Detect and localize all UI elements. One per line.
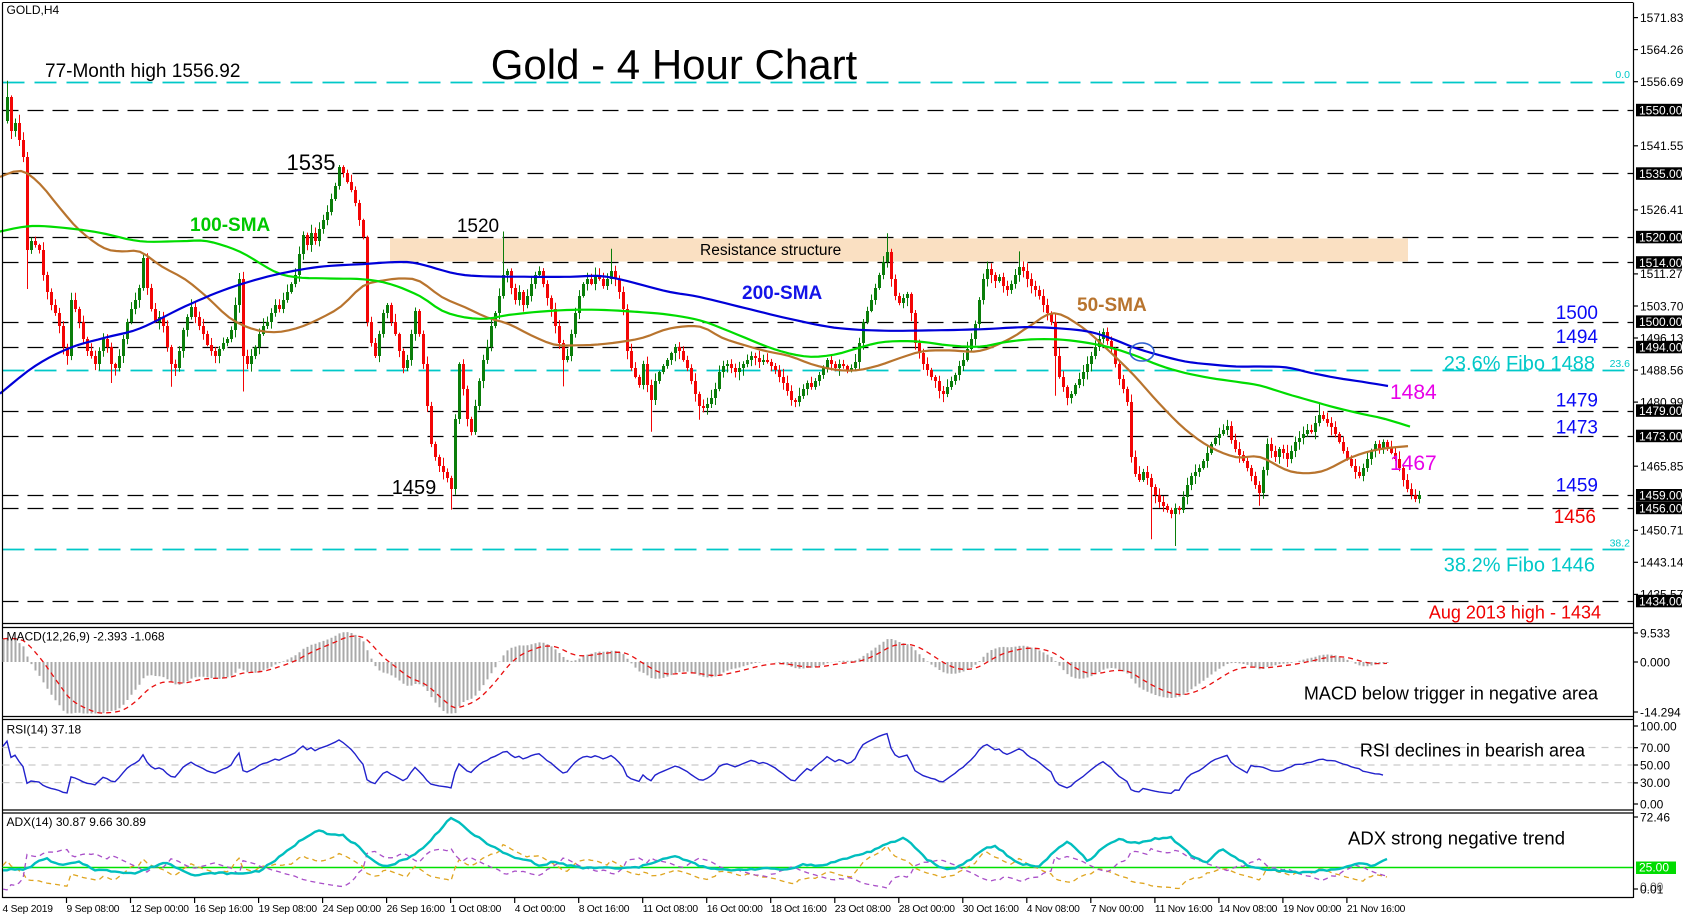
svg-text:7 Nov 00:00: 7 Nov 00:00 bbox=[1091, 904, 1144, 915]
svg-text:Resistance structure: Resistance structure bbox=[700, 242, 841, 259]
svg-text:1526.41: 1526.41 bbox=[1640, 203, 1684, 217]
svg-text:16 Oct 00:00: 16 Oct 00:00 bbox=[707, 904, 763, 915]
svg-text:0.0: 0.0 bbox=[1615, 69, 1630, 81]
svg-text:-14.294: -14.294 bbox=[1640, 705, 1681, 719]
svg-text:1450.71: 1450.71 bbox=[1640, 524, 1684, 538]
svg-text:1541.55: 1541.55 bbox=[1640, 139, 1684, 153]
svg-text:12 Sep 00:00: 12 Sep 00:00 bbox=[131, 904, 190, 915]
svg-text:4 Sep 2019: 4 Sep 2019 bbox=[3, 904, 54, 915]
svg-text:19 Nov 00:00: 19 Nov 00:00 bbox=[1283, 904, 1342, 915]
svg-text:1467: 1467 bbox=[1390, 452, 1437, 475]
svg-text:1459.00: 1459.00 bbox=[1639, 489, 1683, 503]
svg-text:1488.56: 1488.56 bbox=[1640, 363, 1684, 377]
svg-text:50.00: 50.00 bbox=[1640, 758, 1670, 772]
svg-text:38.2% Fibo 1446: 38.2% Fibo 1446 bbox=[1444, 555, 1595, 577]
svg-text:77-Month high 1556.92: 77-Month high 1556.92 bbox=[45, 61, 240, 82]
svg-text:11 Nov 16:00: 11 Nov 16:00 bbox=[1155, 904, 1213, 915]
svg-text:1494: 1494 bbox=[1556, 327, 1599, 348]
svg-text:MACD below trigger in negative: MACD below trigger in negative area bbox=[1304, 684, 1599, 704]
svg-text:0.01: 0.01 bbox=[1640, 882, 1664, 896]
svg-text:100-SMA: 100-SMA bbox=[190, 215, 271, 236]
svg-text:1550.00: 1550.00 bbox=[1639, 103, 1683, 117]
svg-text:18 Oct 16:00: 18 Oct 16:00 bbox=[771, 904, 827, 915]
svg-text:30 Oct 16:00: 30 Oct 16:00 bbox=[963, 904, 1019, 915]
svg-text:11 Oct 08:00: 11 Oct 08:00 bbox=[643, 904, 699, 915]
svg-text:1535.00: 1535.00 bbox=[1639, 167, 1683, 181]
svg-text:Aug 2013 high - 1434: Aug 2013 high - 1434 bbox=[1429, 603, 1601, 623]
svg-text:1520.00: 1520.00 bbox=[1639, 230, 1683, 244]
svg-text:RSI(14) 37.18: RSI(14) 37.18 bbox=[7, 723, 82, 737]
svg-text:25.00: 25.00 bbox=[1639, 861, 1669, 875]
svg-text:1456: 1456 bbox=[1554, 507, 1596, 528]
svg-text:23.6% Fibo 1488: 23.6% Fibo 1488 bbox=[1444, 353, 1595, 375]
svg-text:0.00: 0.00 bbox=[1640, 880, 1664, 894]
svg-text:1556.69: 1556.69 bbox=[1640, 75, 1684, 89]
svg-text:RSI declines in bearish area: RSI declines in bearish area bbox=[1360, 741, 1586, 761]
svg-text:1535: 1535 bbox=[287, 150, 336, 175]
svg-text:21 Nov 16:00: 21 Nov 16:00 bbox=[1347, 904, 1406, 915]
svg-text:9.533: 9.533 bbox=[1640, 626, 1670, 640]
svg-text:100.00: 100.00 bbox=[1640, 719, 1677, 733]
svg-text:23.6: 23.6 bbox=[1610, 358, 1631, 370]
svg-text:19 Sep 08:00: 19 Sep 08:00 bbox=[259, 904, 318, 915]
svg-text:4 Nov 08:00: 4 Nov 08:00 bbox=[1027, 904, 1080, 915]
svg-text:4 Oct 00:00: 4 Oct 00:00 bbox=[515, 904, 566, 915]
svg-text:26 Sep 16:00: 26 Sep 16:00 bbox=[387, 904, 446, 915]
svg-text:1500: 1500 bbox=[1556, 303, 1598, 324]
svg-text:1465.85: 1465.85 bbox=[1640, 460, 1684, 474]
svg-text:Gold - 4 Hour Chart: Gold - 4 Hour Chart bbox=[491, 41, 858, 88]
svg-text:0.00: 0.00 bbox=[1640, 797, 1664, 811]
svg-text:1459: 1459 bbox=[392, 477, 437, 499]
svg-text:70.00: 70.00 bbox=[1640, 741, 1670, 755]
svg-text:1 Oct 08:00: 1 Oct 08:00 bbox=[451, 904, 502, 915]
svg-text:1494.00: 1494.00 bbox=[1639, 340, 1683, 354]
svg-text:ADX strong negative trend: ADX strong negative trend bbox=[1348, 828, 1565, 849]
svg-text:30.00: 30.00 bbox=[1640, 776, 1670, 790]
svg-text:28 Oct 00:00: 28 Oct 00:00 bbox=[899, 904, 955, 915]
svg-text:1473.00: 1473.00 bbox=[1639, 429, 1683, 443]
svg-text:0.000: 0.000 bbox=[1640, 655, 1670, 669]
svg-text:23 Oct 08:00: 23 Oct 08:00 bbox=[835, 904, 891, 915]
svg-text:1443.14: 1443.14 bbox=[1640, 556, 1684, 570]
svg-text:50-SMA: 50-SMA bbox=[1077, 295, 1147, 316]
svg-text:72.46: 72.46 bbox=[1640, 810, 1670, 824]
svg-text:1479: 1479 bbox=[1556, 391, 1598, 412]
svg-text:1514.00: 1514.00 bbox=[1639, 256, 1683, 270]
svg-text:1500.00: 1500.00 bbox=[1639, 315, 1683, 329]
svg-text:ADX(14) 30.87 9.66 30.89: ADX(14) 30.87 9.66 30.89 bbox=[7, 815, 147, 829]
svg-text:1473: 1473 bbox=[1556, 418, 1598, 439]
svg-text:1503.70: 1503.70 bbox=[1640, 299, 1684, 313]
svg-text:1456.00: 1456.00 bbox=[1639, 501, 1683, 515]
svg-text:1459: 1459 bbox=[1556, 476, 1598, 497]
svg-text:1484: 1484 bbox=[1390, 381, 1437, 404]
svg-text:GOLD,H4: GOLD,H4 bbox=[7, 3, 60, 17]
svg-text:16 Sep 16:00: 16 Sep 16:00 bbox=[195, 904, 254, 915]
svg-text:1479.00: 1479.00 bbox=[1639, 404, 1683, 418]
svg-text:38.2: 38.2 bbox=[1610, 538, 1631, 550]
svg-text:1511.27: 1511.27 bbox=[1640, 267, 1683, 281]
svg-text:MACD(12,26,9) -2.393 -1.068: MACD(12,26,9) -2.393 -1.068 bbox=[7, 630, 165, 644]
svg-text:8 Oct 16:00: 8 Oct 16:00 bbox=[579, 904, 630, 915]
svg-text:24 Sep 00:00: 24 Sep 00:00 bbox=[323, 904, 382, 915]
svg-text:1564.26: 1564.26 bbox=[1640, 43, 1684, 57]
svg-text:9 Sep 08:00: 9 Sep 08:00 bbox=[67, 904, 120, 915]
svg-text:200-SMA: 200-SMA bbox=[742, 283, 823, 304]
svg-text:14 Nov 08:00: 14 Nov 08:00 bbox=[1219, 904, 1278, 915]
svg-text:1520: 1520 bbox=[457, 216, 499, 237]
svg-text:1571.83: 1571.83 bbox=[1640, 11, 1684, 25]
svg-text:1434.00: 1434.00 bbox=[1639, 594, 1683, 608]
